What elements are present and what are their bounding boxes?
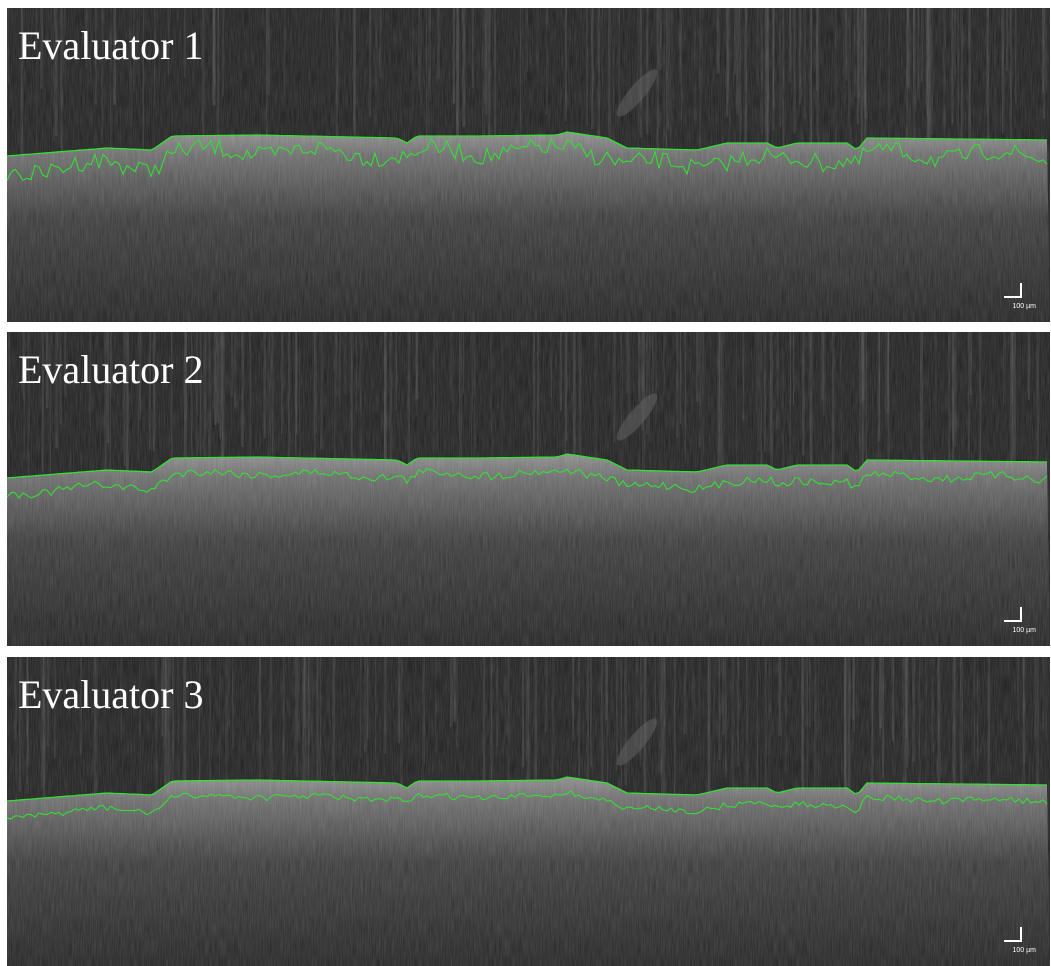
panel-label: Evaluator 2	[18, 350, 204, 390]
oct-panel: Evaluator 1 100 µm	[7, 8, 1050, 322]
scale-bar: 100 µm	[996, 280, 1036, 310]
scale-bar: 100 µm	[996, 924, 1036, 954]
oct-panel: Evaluator 3 100 µm	[7, 657, 1050, 966]
scale-bar: 100 µm	[996, 604, 1036, 634]
scale-label: 100 µm	[1013, 627, 1037, 634]
page: Evaluator 1 100 µm Evaluator 2 100 µm Ev…	[0, 0, 1051, 966]
scale-label: 100 µm	[1013, 947, 1037, 954]
oct-panel: Evaluator 2 100 µm	[7, 332, 1050, 646]
panel-label: Evaluator 1	[18, 26, 204, 66]
panel-label: Evaluator 3	[18, 675, 204, 715]
scale-label: 100 µm	[1013, 303, 1037, 310]
